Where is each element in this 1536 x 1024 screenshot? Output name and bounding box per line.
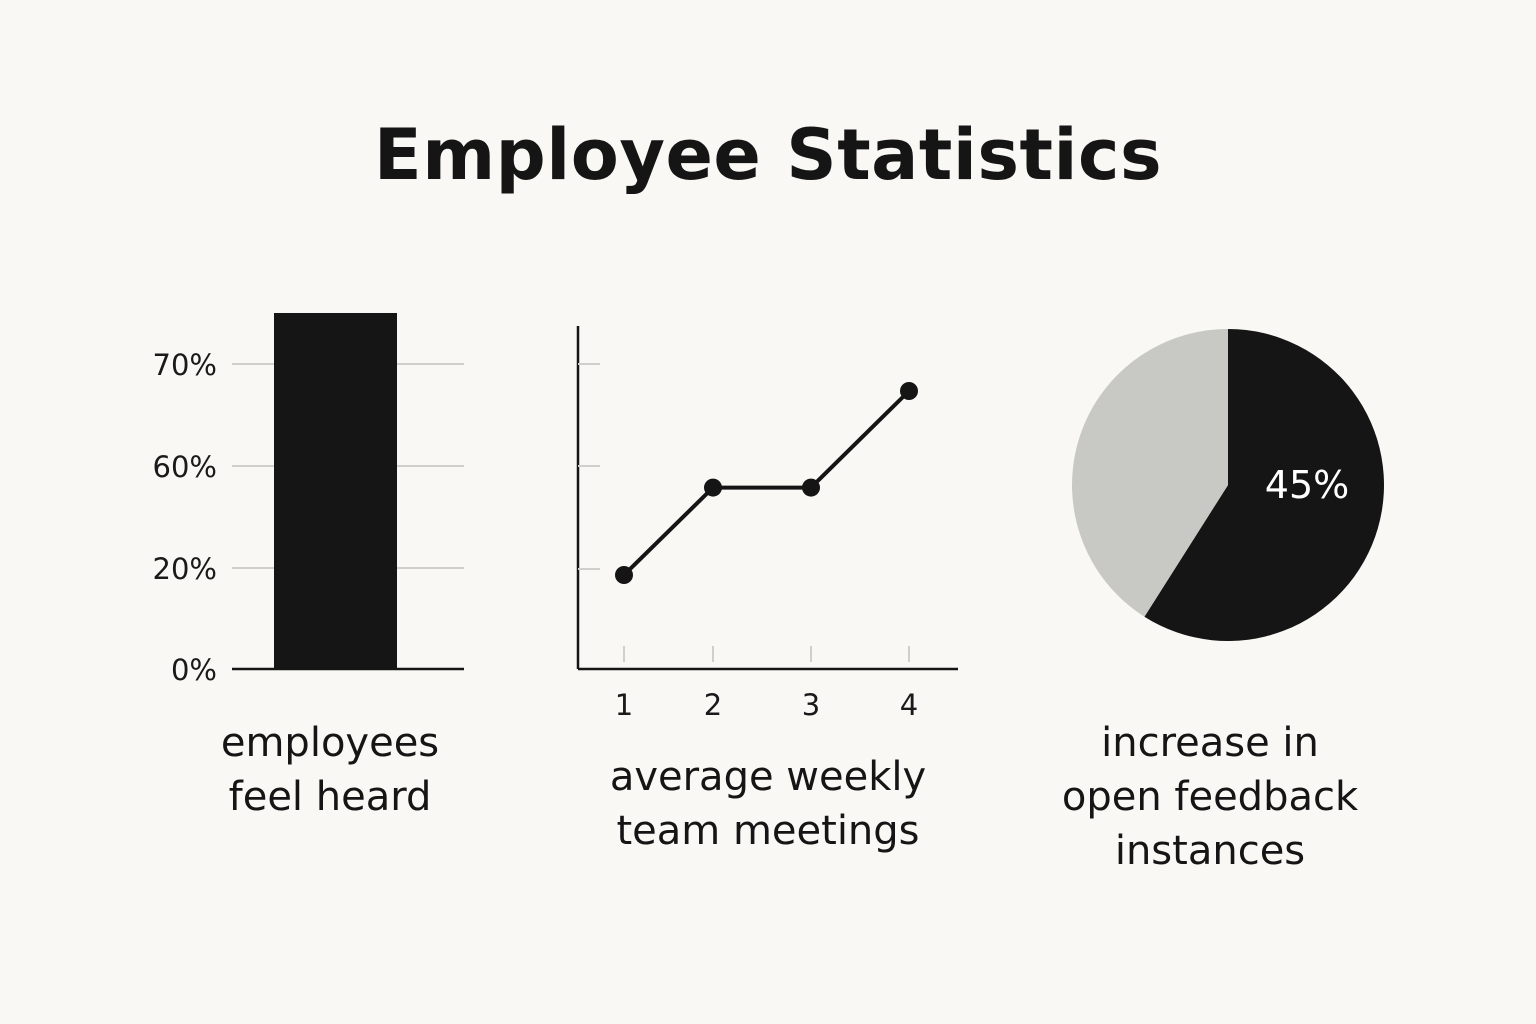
pie-chart: 45%: [1072, 329, 1384, 641]
line-chart: 1 2 3 4: [576, 326, 958, 722]
pie-slice: [1072, 329, 1228, 617]
bar-ytick-label: 60%: [153, 450, 217, 484]
bar-ytick-label: 20%: [153, 552, 217, 586]
bar-ytick-label: 70%: [153, 348, 217, 382]
pie-slice: [1144, 329, 1384, 641]
line-xtick-label: 2: [704, 688, 722, 722]
line-xtick-label: 3: [802, 688, 820, 722]
line-xtick-label: 4: [900, 688, 918, 722]
bar-ytick-label: 0%: [171, 653, 217, 687]
bar: [274, 313, 397, 669]
page-title: Employee Statistics: [373, 114, 1163, 196]
line-point: [802, 478, 820, 497]
line-series: [622, 389, 911, 577]
pie-chart-caption: increase in open feedback instances: [1061, 720, 1359, 874]
line-chart-caption: average weekly team meetings: [609, 754, 927, 854]
bar-chart: 0% 20% 60% 70%: [153, 313, 464, 687]
line-xtick-label: 1: [615, 688, 633, 722]
line-point: [900, 382, 918, 400]
bar-chart-caption: employees feel heard: [220, 720, 440, 820]
pie-slice-label: 45%: [1265, 463, 1349, 507]
line-point: [704, 478, 722, 497]
line-point: [615, 566, 633, 584]
